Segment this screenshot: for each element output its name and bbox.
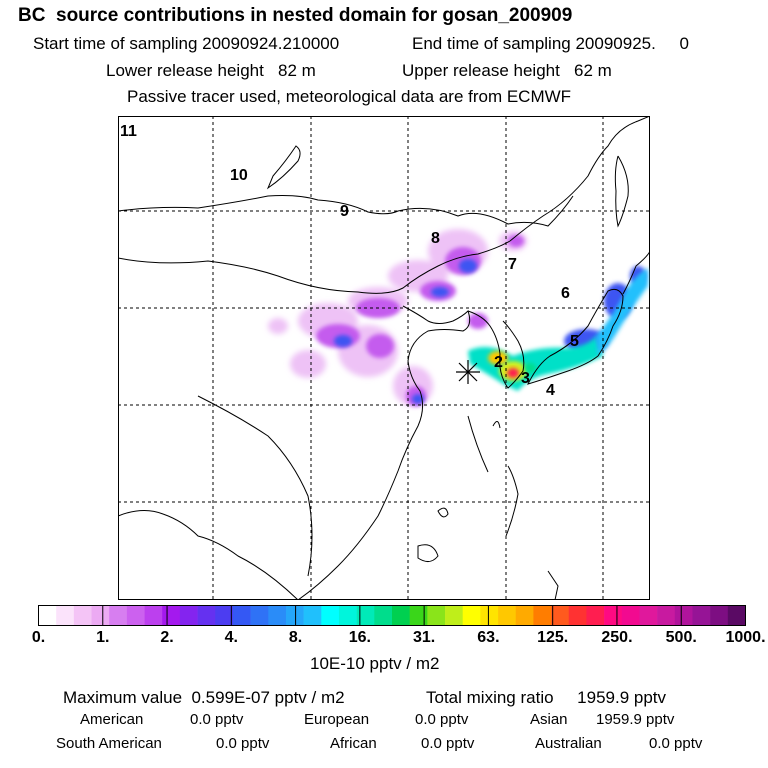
colorbar-tick-label: 63. [477,629,500,646]
colorbar-tick-label: 31. [413,629,436,646]
colorbar-cell [568,605,587,626]
region-value-african: 0.0 pptv [421,735,475,752]
grid-label-5: 5 [570,333,579,350]
colorbar-cell [232,605,251,626]
colorbar-cell [710,605,729,626]
colorbar-cell [285,605,304,626]
colorbar-cell [268,605,287,626]
colorbar-cell [657,605,676,626]
colorbar-cell [498,605,517,626]
star-marker [456,360,480,384]
source-contribution-map: 11 10 9 8 7 6 5 4 3 2 [118,116,650,600]
colorbar-tick-label: 125. [537,629,569,646]
colorbar-cell [73,605,92,626]
colorbar-cell [321,605,340,626]
grid-label-9: 9 [340,203,349,220]
grid-label-7: 7 [508,256,517,273]
colorbar-tick-label: 1. [96,629,110,646]
colorbar-unit: 10E-10 pptv / m2 [310,654,440,673]
maximum-value: Maximum value 0.599E-07 pptv / m2 [63,688,345,707]
grid-label-3: 3 [521,370,530,387]
region-value-american: 0.0 pptv [190,711,244,728]
grid-label-6: 6 [561,285,570,302]
grid-label-11: 11 [120,123,137,140]
colorbar-cell [179,605,198,626]
colorbar-cell [338,605,357,626]
colorbar-cell [533,605,552,626]
colorbar-cell [250,605,269,626]
region-name-african: African [330,735,377,752]
region-value-european: 0.0 pptv [415,711,469,728]
colorbar-cell [674,605,693,626]
colorbar-cell [621,605,640,626]
colorbar [38,605,746,626]
colorbar-cell [480,605,499,626]
colorbar-tick-label: 4. [224,629,238,646]
region-value-australian: 0.0 pptv [649,735,703,752]
colorbar-cell [197,605,216,626]
grid-label-8: 8 [431,230,440,247]
region-name-australian: Australian [535,735,602,752]
colorbar-cell [427,605,446,626]
colorbar-cell [445,605,463,626]
start-sampling-label: Start time of sampling 20090924.210000 [33,34,340,53]
colorbar-cell [392,605,410,626]
colorbar-tick-label: 16. [348,629,371,646]
region-name-asian: Asian [530,711,568,728]
region-value-south-american: 0.0 pptv [216,735,270,752]
colorbar-tick-label: 1000. [725,629,766,646]
colorbar-cell [91,605,110,626]
colorbar-cell [374,605,393,626]
grid-label-10: 10 [230,167,248,184]
total-mixing-ratio: Total mixing ratio 1959.9 pptv [426,688,667,707]
lower-release-label: Lower release height 82 m [106,61,316,80]
colorbar-cell [462,605,481,626]
colorbar-cell [126,605,145,626]
colorbar-cell [144,605,163,626]
colorbar-cell [604,605,623,626]
region-name-south-american: South American [56,735,162,752]
colorbar-cell [38,605,57,626]
region-name-american: American [80,711,144,728]
colorbar-tick-label: 2. [160,629,174,646]
colorbar-cell [692,605,711,626]
grid-lines [118,116,650,600]
colorbar-cell [356,605,375,626]
colorbar-cell [586,605,605,626]
plot-title: BC source contributions in nested domain… [18,5,573,26]
grid-label-4: 4 [546,382,555,399]
colorbar-cell [727,605,746,626]
region-value-asian: 1959.9 pptv [596,711,675,728]
colorbar-cell [109,605,128,626]
tracer-note: Passive tracer used, meteorological data… [127,87,572,106]
colorbar-tick-label: 500. [665,629,697,646]
colorbar-cell [162,605,181,626]
colorbar-cell [56,605,75,626]
colorbar-tick-label: 250. [601,629,633,646]
region-name-european: European [304,711,370,728]
colorbar-cell [303,605,322,626]
grid-label-2: 2 [494,354,503,371]
colorbar-cell [515,605,534,626]
coastlines [118,116,650,600]
end-sampling-label: End time of sampling 20090925. 0 [412,34,689,53]
colorbar-cell [551,605,570,626]
upper-release-label: Upper release height 62 m [402,61,612,80]
colorbar-tick-label: 0. [31,629,46,646]
colorbar-tick-label: 8. [288,629,303,646]
colorbar-cell [215,605,234,626]
colorbar-cell [409,605,428,626]
colorbar-cell [639,605,658,626]
